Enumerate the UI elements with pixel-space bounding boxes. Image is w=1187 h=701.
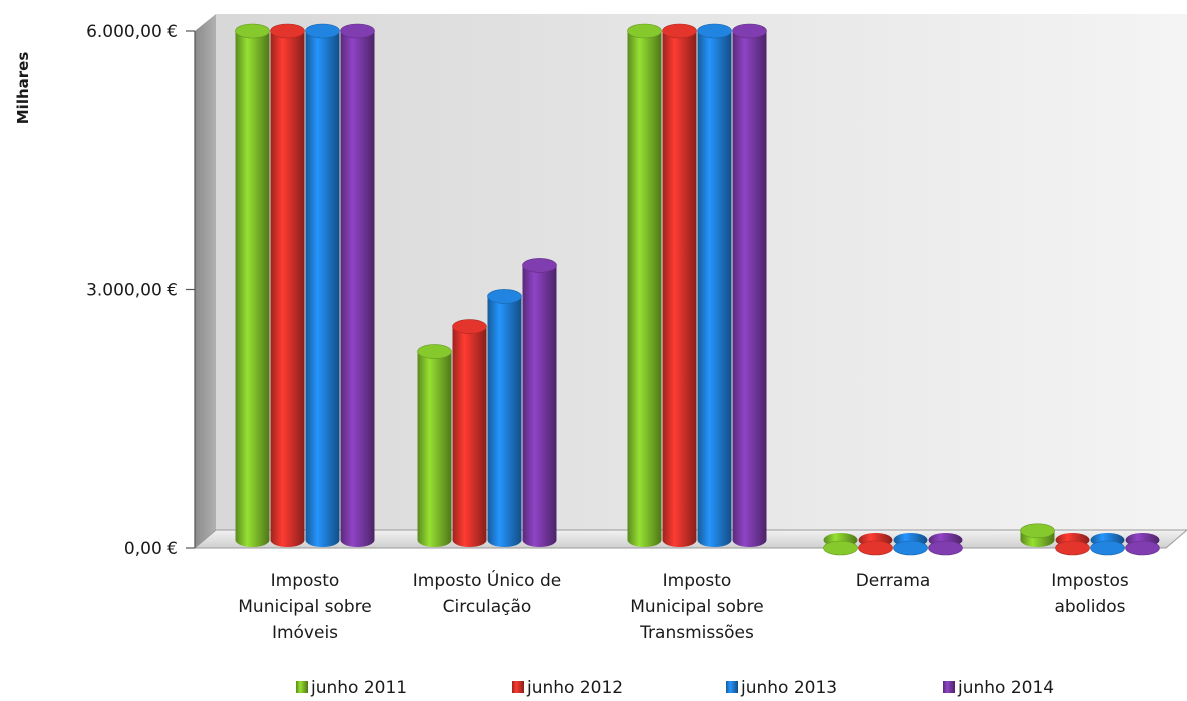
bar-body xyxy=(697,31,732,540)
bar-top xyxy=(823,540,858,556)
bar xyxy=(928,533,963,556)
category-label: abolidos xyxy=(1054,597,1125,617)
bar-body xyxy=(627,31,662,540)
legend: junho 2011 junho 2012 junho 2013 junho 2014 xyxy=(296,678,1054,698)
bars xyxy=(235,23,1160,556)
bar xyxy=(1020,523,1055,547)
bar-top xyxy=(270,23,305,39)
legend-swatch xyxy=(512,681,524,693)
legend-item: junho 2012 xyxy=(512,678,623,698)
bar-base xyxy=(340,533,375,547)
bar-base xyxy=(417,533,452,547)
category-label: Derrama xyxy=(856,571,931,591)
category-label: Transmissões xyxy=(639,623,754,643)
bar-base xyxy=(305,533,340,547)
category-label: Imposto Único de xyxy=(413,569,561,591)
bar-base xyxy=(235,533,270,547)
bar-top xyxy=(697,23,732,39)
legend-item: junho 2011 xyxy=(296,678,407,698)
bar-top xyxy=(627,23,662,39)
legend-item: junho 2014 xyxy=(943,678,1054,698)
bar-body xyxy=(340,31,375,540)
bar xyxy=(627,23,662,547)
bar-top xyxy=(858,540,893,556)
bar xyxy=(823,533,858,556)
bar-top xyxy=(235,23,270,39)
bar-top xyxy=(732,23,767,39)
bar xyxy=(1125,533,1160,556)
bar-body xyxy=(732,31,767,540)
bar-body xyxy=(487,296,522,540)
category-label: Circulação xyxy=(443,597,532,617)
bar-base xyxy=(697,533,732,547)
bar-base xyxy=(452,533,487,547)
bar-body xyxy=(305,31,340,540)
bar-top xyxy=(305,23,340,39)
bar-base xyxy=(662,533,697,547)
bar xyxy=(662,23,697,547)
category-label: Imóveis xyxy=(272,623,338,643)
bar xyxy=(340,23,375,547)
category-labels: Imposto Municipal sobre Imóveis Imposto Úni… xyxy=(238,569,1129,643)
bar xyxy=(305,23,340,547)
bar-top xyxy=(452,319,487,334)
bar xyxy=(893,533,928,556)
bar xyxy=(417,344,452,547)
bar-top xyxy=(893,540,928,556)
bar-top xyxy=(487,289,522,304)
bar-base xyxy=(627,533,662,547)
bar-body xyxy=(235,31,270,540)
category-label: Municipal sobre xyxy=(630,597,763,617)
category-label: Impostos xyxy=(1051,571,1129,591)
bar-body xyxy=(417,351,452,540)
y-tick-label: 3.000,00 € xyxy=(86,281,178,301)
category-label: Imposto xyxy=(271,571,340,591)
y-ticks: 0,00 € 3.000,00 € 6.000,00 € xyxy=(86,22,195,559)
bar xyxy=(522,258,557,547)
legend-swatch xyxy=(726,681,738,693)
legend-label: junho 2011 xyxy=(310,678,407,698)
legend-swatch xyxy=(943,681,955,693)
bar-top xyxy=(1090,540,1125,556)
legend-item: junho 2013 xyxy=(726,678,837,698)
y-tick-label: 6.000,00 € xyxy=(86,22,178,42)
bar xyxy=(1055,533,1090,556)
bar-base xyxy=(270,533,305,547)
bar-body xyxy=(662,31,697,540)
y-axis-label: Milhares xyxy=(14,52,32,125)
bar xyxy=(732,23,767,547)
bar-top xyxy=(928,540,963,556)
side-wall xyxy=(195,14,216,548)
bar xyxy=(487,289,522,547)
category-label: Municipal sobre xyxy=(238,597,371,617)
bar xyxy=(452,319,487,547)
bar-body xyxy=(270,31,305,540)
bar-top xyxy=(1020,523,1055,539)
bar xyxy=(858,533,893,556)
bar-body xyxy=(452,326,487,540)
bar-base xyxy=(522,533,557,547)
bar xyxy=(270,23,305,547)
legend-label: junho 2012 xyxy=(526,678,623,698)
bar xyxy=(697,23,732,547)
bar-top xyxy=(340,23,375,39)
bar-base xyxy=(487,533,522,547)
bar-top xyxy=(662,23,697,39)
y-tick-label: 0,00 € xyxy=(124,539,178,559)
bar-top xyxy=(417,344,452,359)
legend-label: junho 2013 xyxy=(740,678,837,698)
legend-swatch xyxy=(296,681,308,693)
bar-top xyxy=(1055,540,1090,556)
legend-label: junho 2014 xyxy=(957,678,1054,698)
bar-body xyxy=(522,265,557,540)
bar xyxy=(235,23,270,547)
category-label: Imposto xyxy=(663,571,732,591)
bar-base xyxy=(732,533,767,547)
bar xyxy=(1090,533,1125,556)
bar-top xyxy=(1125,540,1160,556)
bar-top xyxy=(522,258,557,273)
